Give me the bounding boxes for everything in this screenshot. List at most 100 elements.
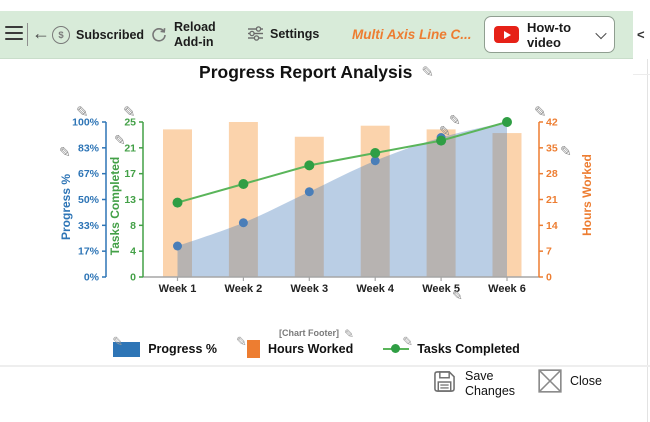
collapse-pane-chevron[interactable]: < xyxy=(637,27,645,42)
chart-footer-label: [Chart Footer] xyxy=(278,328,339,338)
axis-title: Tasks Completed xyxy=(108,157,122,255)
edit-pencil-icon: ✎ xyxy=(439,123,451,139)
y-tick-label: 8 xyxy=(130,220,136,232)
tasks-line xyxy=(177,121,508,204)
y-tick-label: 25 xyxy=(124,117,136,129)
y-tick-label: 67% xyxy=(78,168,100,180)
howto-label: How-to video xyxy=(527,19,572,50)
x-tick-label: Week 1 xyxy=(159,283,197,295)
y-tick-label: 28 xyxy=(546,168,558,180)
tasks-dot xyxy=(502,117,512,127)
tasks-dot xyxy=(304,160,315,171)
edit-title-pencil-icon[interactable]: ✎ xyxy=(421,64,434,81)
edit-pencil-icon: ✎ xyxy=(123,104,136,121)
tasks-dot xyxy=(238,179,249,189)
edit-pencil-icon[interactable]: ✎ xyxy=(236,334,247,349)
save-changes-button[interactable]: Save Changes xyxy=(431,368,515,399)
chart-title: Progress Report Analysis xyxy=(199,62,413,82)
edit-pencil-icon: ✎ xyxy=(534,104,547,121)
axis-title: Progress % xyxy=(59,174,73,240)
edit-footer-pencil-icon[interactable]: ✎ xyxy=(343,327,355,341)
subscribed-button[interactable]: $ Subscribed xyxy=(52,26,144,44)
close-button[interactable]: Close xyxy=(537,368,602,394)
hours-bar xyxy=(492,133,522,277)
y-tick-label: 17% xyxy=(78,246,100,258)
y-tick-label: 14 xyxy=(546,220,558,232)
save-changes-label: Save Changes xyxy=(465,369,516,398)
x-tick-label: Week 5 xyxy=(422,283,460,295)
bar-series-swatch: ✎ xyxy=(236,335,260,358)
y-tick-label: 50% xyxy=(78,194,100,206)
save-floppy-icon xyxy=(434,371,455,392)
legend-label-progress: Progress % xyxy=(148,342,217,356)
chart-legend: ✎ Progress % ✎ Hours Worked ✎ Tasks Comp… xyxy=(0,335,633,358)
legend-label-tasks: Tasks Completed xyxy=(417,342,520,356)
settings-sliders-icon xyxy=(248,26,263,41)
x-tick-label: Week 6 xyxy=(488,283,526,295)
edit-pencil-icon: ✎ xyxy=(560,143,572,159)
close-box-icon xyxy=(538,369,562,393)
tasks-dot xyxy=(370,148,381,158)
tasks-dot xyxy=(172,197,183,208)
chart-footer: [Chart Footer] ✎ xyxy=(0,328,633,340)
reload-addin-button[interactable]: Reload Add-in xyxy=(150,20,216,50)
progress-dot xyxy=(370,156,380,166)
edit-pencil-icon: ✎ xyxy=(452,288,463,303)
edit-pencil-icon: ✎ xyxy=(449,112,461,128)
area-series-swatch: ✎ xyxy=(112,335,141,357)
chevron-down-icon xyxy=(595,27,607,39)
hours-bar xyxy=(426,129,456,277)
y-tick-label: 0 xyxy=(130,272,136,284)
progress-dot xyxy=(173,241,182,251)
edit-pencil-icon[interactable]: ✎ xyxy=(402,334,414,349)
axis-title: Hours Worked xyxy=(580,154,594,236)
plot-area: Week 1 Week 2 Week 3 Week 4 Week 5 Week 6 0% 17… xyxy=(45,95,605,305)
y-tick-label: 33% xyxy=(78,220,100,232)
youtube-icon xyxy=(494,26,519,43)
tasks-dot xyxy=(436,135,447,146)
line-series-swatch: ✎ xyxy=(383,335,413,355)
hamburger-menu-icon[interactable] xyxy=(5,26,23,43)
chart-plot[interactable]: Week 1 Week 2 Week 3 Week 4 Week 5 Week 6 0% 17… xyxy=(45,95,605,305)
gutter-line xyxy=(633,74,650,75)
app-title: Multi Axis Line C... xyxy=(352,27,472,42)
toolbar-divider xyxy=(27,23,28,46)
legend-item-hours[interactable]: ✎ Hours Worked xyxy=(236,335,354,358)
settings-button[interactable]: Settings xyxy=(247,26,319,41)
y-tick-label: 0% xyxy=(84,272,100,284)
y-tick-label: 35 xyxy=(546,142,558,154)
pane-right-border xyxy=(647,59,648,422)
edit-pencil-icon: ✎ xyxy=(114,132,126,148)
edit-pencil-icon[interactable]: ✎ xyxy=(112,333,124,349)
y-tick-label: 21 xyxy=(124,142,136,154)
legend-item-tasks[interactable]: ✎ Tasks Completed xyxy=(383,335,520,356)
toolbar: ← $ Subscribed Reload Add-in xyxy=(0,11,633,59)
edit-pencil-icon: ✎ xyxy=(59,144,71,160)
y-tick-label: 7 xyxy=(546,246,552,258)
y-tick-label: 0 xyxy=(546,272,552,284)
edit-pencil-icon: ✎ xyxy=(76,104,89,121)
dollar-icon: $ xyxy=(52,26,70,44)
legend-label-hours: Hours Worked xyxy=(268,342,354,356)
y-tick-label: 4 xyxy=(130,246,136,258)
legend-item-progress[interactable]: ✎ Progress % xyxy=(112,335,217,357)
subscribed-label: Subscribed xyxy=(76,28,145,42)
howto-video-button[interactable]: How-to video xyxy=(484,16,615,53)
x-tick-label: Week 3 xyxy=(290,283,328,295)
x-tick-label: Week 2 xyxy=(225,283,263,295)
y-tick-label: 100% xyxy=(72,117,100,129)
bottom-divider xyxy=(0,365,650,367)
progress-dot xyxy=(238,218,248,228)
hours-bar xyxy=(228,122,258,277)
y-tick-label: 21 xyxy=(546,194,558,206)
y-tick-label: 17 xyxy=(124,168,136,180)
y-tick-label: 42 xyxy=(546,117,558,129)
settings-label: Settings xyxy=(270,26,320,41)
back-arrow-icon[interactable]: ← xyxy=(32,23,50,43)
reload-icon xyxy=(152,27,166,42)
chart-title-row: Progress Report Analysis ✎ xyxy=(0,62,633,83)
y-tick-label: 83% xyxy=(78,142,100,154)
x-tick-label: Week 4 xyxy=(356,283,395,295)
close-label: Close xyxy=(570,374,602,388)
